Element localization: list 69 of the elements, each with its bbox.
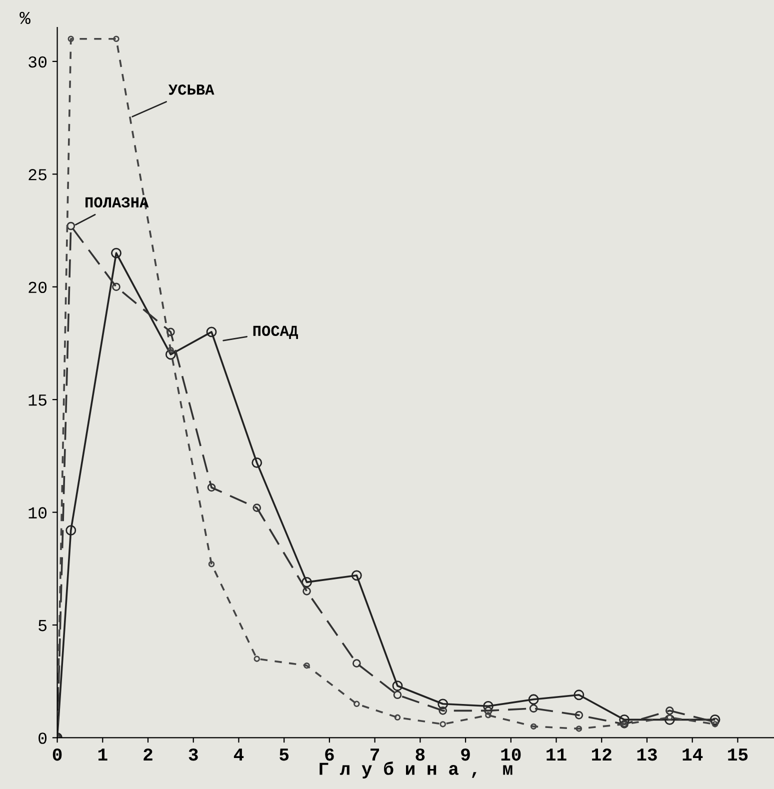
point [165, 349, 176, 360]
y-tick-label: 30 [28, 56, 47, 68]
x-tick-label: 10 [501, 748, 521, 761]
y-tick-label: 10 [28, 507, 47, 518]
point [574, 711, 584, 720]
point [710, 714, 720, 725]
point [712, 721, 718, 728]
point [710, 718, 720, 726]
point [351, 570, 362, 581]
point [68, 36, 74, 42]
point [254, 656, 260, 662]
x-tick-label: 4 [234, 748, 244, 761]
x-tick-label: 13 [637, 748, 657, 761]
x-tick-label: 7 [370, 748, 380, 761]
point [666, 706, 674, 715]
point [484, 706, 492, 715]
point [252, 457, 262, 468]
x-tick-label: 1 [98, 748, 108, 761]
annotation: УСЬВА [168, 84, 214, 95]
y-tick-label: 15 [28, 394, 46, 406]
point [166, 328, 175, 336]
point [528, 694, 539, 705]
point [352, 659, 361, 668]
point [208, 561, 215, 568]
point [302, 576, 312, 588]
y-tick-label: 20 [28, 282, 47, 294]
point [392, 680, 403, 692]
point [574, 690, 584, 700]
x-tick-label: 12 [592, 748, 612, 761]
point [111, 248, 122, 258]
x-tick-label: 5 [280, 748, 289, 761]
point [529, 704, 538, 713]
point [206, 326, 217, 338]
point [394, 714, 401, 721]
x-axis-title: Г л у б и н а , м [320, 761, 512, 778]
point [393, 690, 402, 700]
x-tick-label: 11 [546, 748, 566, 761]
point [485, 712, 492, 718]
point [438, 706, 448, 715]
point [252, 504, 262, 512]
y-axis-title: % [20, 12, 30, 24]
point [302, 587, 311, 596]
point [168, 346, 174, 354]
x-tick-label: 6 [325, 748, 334, 761]
y-tick-label: 0 [38, 732, 47, 744]
point [66, 525, 76, 536]
x-tick-label: 8 [416, 748, 425, 761]
x-tick-label: 3 [188, 748, 198, 761]
point [66, 222, 76, 230]
point [438, 698, 448, 710]
y-tick-label: 25 [28, 169, 46, 180]
point [112, 282, 120, 292]
x-tick-label: 15 [728, 748, 748, 761]
point [576, 726, 582, 732]
x-tick-label: 14 [682, 748, 703, 761]
x-tick-label: 0 [52, 748, 62, 761]
annotation: ПОСАД [253, 326, 298, 339]
annotation: ПОЛАЗНА [86, 197, 149, 208]
x-tick-label: 9 [461, 748, 470, 761]
point [530, 723, 537, 730]
x-tick-label: 2 [144, 748, 152, 761]
point [113, 36, 120, 42]
point [664, 714, 675, 725]
point [440, 721, 446, 728]
point [304, 662, 310, 669]
y-tick-label: 5 [38, 620, 46, 632]
point [207, 483, 216, 492]
point [483, 700, 494, 712]
point [354, 700, 360, 708]
